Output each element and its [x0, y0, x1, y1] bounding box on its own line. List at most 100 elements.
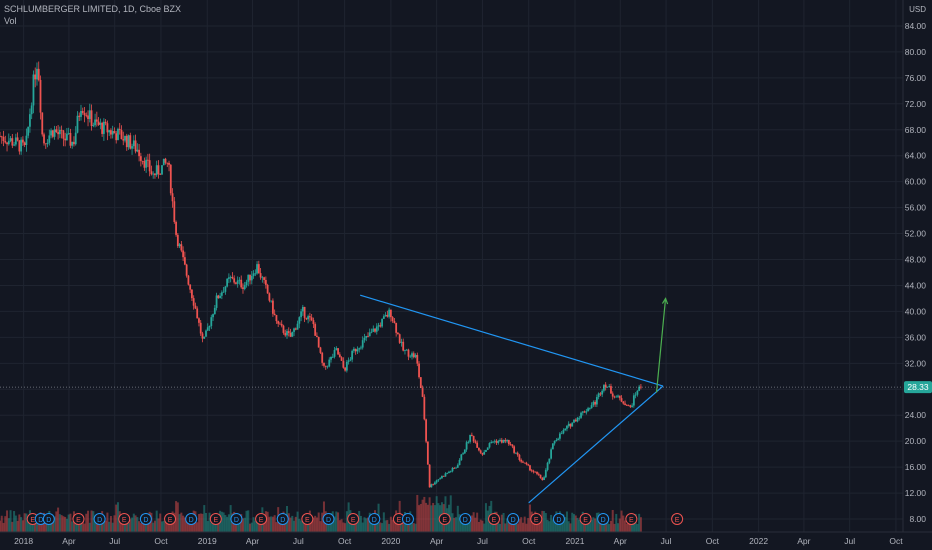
volume-bar [622, 515, 625, 532]
price-tick-label: 44.00 [905, 280, 927, 290]
candle-body [324, 365, 327, 367]
volume-bar [95, 519, 98, 532]
volume-bar [402, 522, 405, 532]
price-axis[interactable]: 8.0012.0016.0020.0024.0028.0032.0036.004… [905, 21, 927, 524]
candle-body [58, 129, 61, 135]
volume-bar [208, 512, 211, 532]
candle-body [162, 158, 165, 166]
volume-bar [115, 504, 118, 532]
volume-bar [252, 517, 255, 532]
candle-body [41, 112, 44, 135]
candle-body [386, 314, 389, 317]
time-tick-label: Apr [614, 536, 627, 546]
price-tick-label: 36.00 [905, 332, 927, 342]
dividend-marker [139, 513, 152, 525]
candle-body [426, 441, 429, 465]
candle-body [493, 440, 496, 442]
candle-body [9, 138, 12, 141]
volume-bar [55, 511, 58, 532]
time-tick-label: 2022 [749, 536, 768, 546]
volume-bar [502, 512, 505, 532]
volume-bar [608, 523, 611, 532]
earnings-marker [671, 513, 684, 525]
candle-body [125, 135, 128, 148]
volume-bar [224, 515, 227, 532]
volume-bar [414, 523, 417, 532]
volume-bar [241, 518, 244, 532]
volume-bar [21, 520, 24, 532]
time-axis[interactable]: 2018 Apr Jul Oct 2019 Apr Jul Oct 2020 Apr Jul Oct 2… [14, 536, 903, 546]
volume-bar [379, 522, 382, 532]
volume-bar [565, 511, 568, 532]
candle-body [247, 274, 250, 282]
candle-body [335, 348, 338, 351]
candle-body [432, 484, 435, 486]
candle-body [312, 320, 315, 325]
candle-body [481, 452, 484, 455]
volume-bar [382, 512, 385, 532]
candle-body [448, 471, 450, 474]
volume-bar [567, 521, 570, 532]
candle-body [143, 161, 146, 168]
candle-body [559, 433, 561, 439]
candle-body [185, 264, 188, 276]
event-marker-label: E [259, 517, 264, 524]
time-tick-label: Jul [844, 536, 855, 546]
volume-bar [284, 523, 287, 532]
candle-body [592, 401, 595, 406]
candle-body [430, 484, 433, 488]
candle-body [544, 469, 547, 478]
time-tick-label: 2019 [198, 536, 217, 546]
candle-body [36, 68, 38, 80]
volume-indicator-label[interactable]: Vol [4, 16, 17, 26]
candle-body [495, 440, 498, 443]
volume-bar [550, 514, 553, 532]
volume-bar [213, 519, 216, 532]
candle-body [117, 128, 119, 141]
volume-bar [458, 514, 461, 532]
volume-bar [361, 522, 364, 532]
volume-bar [528, 504, 531, 532]
volume-bar [210, 522, 213, 532]
candle-body [176, 234, 179, 247]
candle-body [129, 135, 132, 149]
volume-bar [590, 519, 593, 532]
candle-body [463, 449, 466, 454]
price-tick-label: 52.00 [905, 229, 927, 239]
candle-body [155, 165, 158, 176]
candle-body [326, 366, 329, 368]
volume-bar [254, 520, 257, 532]
candle-body [113, 131, 116, 134]
volume-bar [572, 514, 575, 532]
candle-body [14, 137, 17, 145]
candle-body [439, 478, 442, 480]
candle-body [97, 121, 100, 125]
price-tick-label: 80.00 [905, 47, 927, 57]
candle-body [148, 160, 151, 172]
volume-bar [60, 515, 63, 532]
candle-body [46, 142, 49, 145]
volume-bar [536, 521, 539, 532]
candle-body [7, 140, 10, 145]
candle-body [71, 141, 74, 146]
candle-body [603, 384, 605, 391]
symbol-title[interactable]: SCHLUMBERGER LIMITED, 1D, Cboe BZX [4, 4, 182, 14]
volume-bar [624, 520, 627, 532]
volume-bar [615, 513, 618, 532]
volume-bar [217, 521, 220, 532]
candle-body [541, 478, 544, 481]
volume-bar [520, 517, 523, 532]
volume-bar [393, 519, 396, 532]
candle-body [367, 335, 369, 337]
volume-bar [83, 523, 86, 532]
volume-bar [497, 514, 500, 532]
candle-body [370, 331, 373, 333]
candle-body [395, 322, 398, 333]
volume-bar [268, 516, 271, 532]
candle-body [270, 300, 273, 302]
candle-body [217, 295, 220, 299]
earnings-marker [625, 513, 638, 525]
candle-body [21, 139, 24, 143]
